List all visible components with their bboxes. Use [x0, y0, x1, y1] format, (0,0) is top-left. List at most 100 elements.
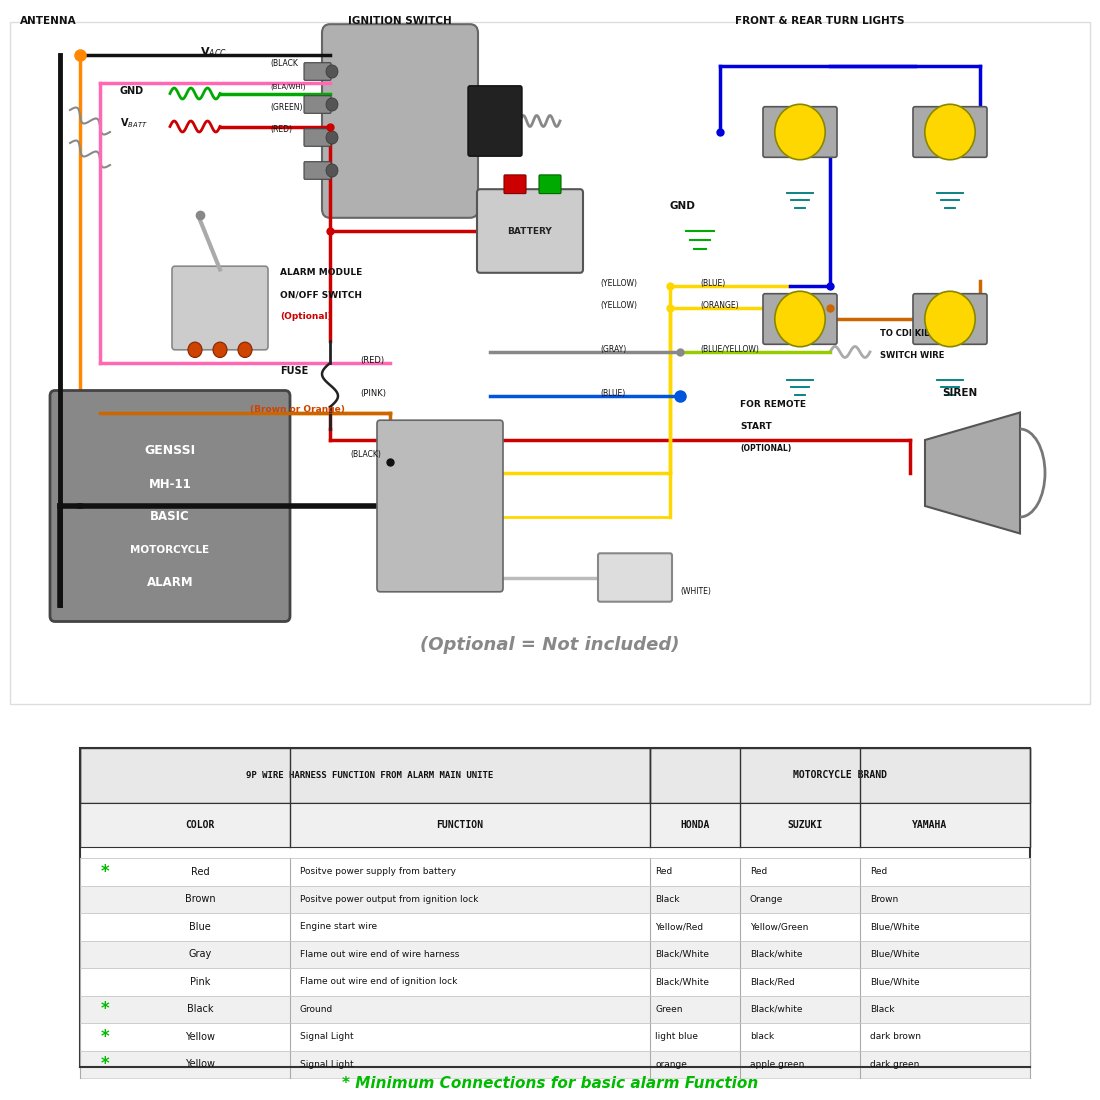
FancyBboxPatch shape [80, 748, 650, 803]
Text: V$_{BATT}$: V$_{BATT}$ [120, 117, 147, 130]
Text: Blue/White: Blue/White [870, 977, 920, 987]
Text: light blue: light blue [654, 1032, 698, 1042]
Text: Engine start wire: Engine start wire [300, 922, 377, 932]
FancyBboxPatch shape [10, 22, 1090, 704]
FancyBboxPatch shape [304, 162, 331, 179]
FancyBboxPatch shape [650, 748, 1030, 803]
Text: FOR REMOTE: FOR REMOTE [740, 400, 806, 409]
Text: *: * [101, 1055, 109, 1074]
Text: dark green: dark green [870, 1059, 920, 1069]
FancyBboxPatch shape [80, 803, 1030, 847]
FancyBboxPatch shape [80, 1023, 1030, 1050]
Text: SIREN: SIREN [943, 388, 978, 398]
Text: MOTORCYCLE BRAND: MOTORCYCLE BRAND [793, 770, 887, 781]
Text: (ORANGE): (ORANGE) [700, 301, 738, 310]
Text: (PINK): (PINK) [360, 389, 386, 398]
Text: orange: orange [654, 1059, 686, 1069]
Text: *: * [101, 862, 109, 881]
Text: IGNITION SWITCH: IGNITION SWITCH [348, 16, 452, 26]
Text: Yellow: Yellow [185, 1059, 214, 1069]
Text: (BLACK: (BLACK [270, 59, 298, 68]
Text: Red: Red [750, 867, 768, 877]
Text: BASIC: BASIC [150, 510, 190, 524]
Text: (BLUE/YELLOW): (BLUE/YELLOW) [700, 345, 759, 354]
Text: FUNCTION: FUNCTION [437, 820, 484, 830]
Text: TO CDI KILL: TO CDI KILL [880, 329, 935, 338]
Circle shape [326, 131, 338, 144]
Text: (RED): (RED) [270, 125, 292, 134]
Text: Orange: Orange [750, 894, 783, 904]
Text: (YELLOW): (YELLOW) [600, 301, 637, 310]
FancyBboxPatch shape [50, 390, 290, 622]
FancyBboxPatch shape [763, 294, 837, 344]
FancyBboxPatch shape [913, 107, 987, 157]
Circle shape [238, 342, 252, 358]
Circle shape [326, 164, 338, 177]
Text: SUZUKI: SUZUKI [788, 820, 823, 830]
FancyBboxPatch shape [763, 107, 837, 157]
Text: Brown: Brown [870, 894, 899, 904]
Text: MH-11: MH-11 [148, 477, 191, 491]
FancyBboxPatch shape [598, 553, 672, 602]
FancyBboxPatch shape [468, 86, 522, 156]
Text: FRONT & REAR TURN LIGHTS: FRONT & REAR TURN LIGHTS [735, 16, 904, 26]
Text: (WHITE): (WHITE) [680, 587, 711, 596]
Text: ANTENNA: ANTENNA [20, 16, 77, 26]
Text: (RED): (RED) [360, 356, 384, 365]
Text: (Optional = Not included): (Optional = Not included) [420, 637, 680, 654]
Text: Black: Black [654, 894, 680, 904]
Text: (Optional): (Optional) [280, 312, 332, 321]
Text: (Brown or Orange): (Brown or Orange) [250, 406, 345, 415]
Text: Yellow/Red: Yellow/Red [654, 922, 703, 932]
Text: dark brown: dark brown [870, 1032, 921, 1042]
Text: BATTERY: BATTERY [507, 227, 552, 235]
FancyBboxPatch shape [80, 968, 1030, 996]
FancyBboxPatch shape [377, 420, 503, 592]
FancyBboxPatch shape [304, 129, 331, 146]
FancyBboxPatch shape [504, 175, 526, 194]
Text: START: START [740, 422, 772, 431]
Text: GND: GND [120, 86, 144, 96]
Text: Brown: Brown [185, 894, 216, 904]
Text: Black/White: Black/White [654, 977, 710, 987]
FancyBboxPatch shape [539, 175, 561, 194]
FancyBboxPatch shape [80, 858, 1030, 886]
Circle shape [213, 342, 227, 358]
Text: Red: Red [870, 867, 888, 877]
Text: * Minimum Connections for basic alarm Function: * Minimum Connections for basic alarm Fu… [342, 1076, 758, 1091]
FancyBboxPatch shape [322, 24, 478, 218]
Text: ALARM MODULE: ALARM MODULE [280, 268, 362, 277]
Text: (BLACK): (BLACK) [350, 450, 381, 459]
Text: FUSE: FUSE [280, 366, 308, 376]
FancyBboxPatch shape [304, 96, 331, 113]
Text: MOTORCYCLE: MOTORCYCLE [131, 544, 210, 556]
Text: Yellow/Green: Yellow/Green [750, 922, 808, 932]
Text: (GREEN): (GREEN) [270, 103, 302, 112]
FancyBboxPatch shape [80, 940, 1030, 968]
Text: GND: GND [670, 201, 696, 211]
Text: V$_{ACC}$: V$_{ACC}$ [200, 45, 227, 58]
Text: (YELLOW): (YELLOW) [600, 279, 637, 288]
Text: Black: Black [870, 1004, 894, 1014]
Circle shape [925, 292, 976, 346]
Text: Blue/White: Blue/White [870, 922, 920, 932]
Text: Pink: Pink [190, 977, 210, 987]
Text: Red: Red [654, 867, 672, 877]
Text: (OPTIONAL): (OPTIONAL) [740, 444, 791, 453]
Text: *: * [101, 1000, 109, 1019]
Text: ALARM: ALARM [146, 576, 194, 590]
Text: Flame out wire end of ignition lock: Flame out wire end of ignition lock [300, 977, 458, 987]
Text: Black/white: Black/white [750, 1004, 803, 1014]
Text: (BLUE): (BLUE) [700, 279, 725, 288]
Text: 9P WIRE HARNESS FUNCTION FROM ALARM MAIN UNITE: 9P WIRE HARNESS FUNCTION FROM ALARM MAIN… [246, 771, 494, 780]
FancyBboxPatch shape [913, 294, 987, 344]
Text: COLOR: COLOR [185, 820, 214, 830]
Text: Blue/White: Blue/White [870, 949, 920, 959]
Text: (BLA/WHI): (BLA/WHI) [270, 82, 306, 89]
Text: Positve power output from ignition lock: Positve power output from ignition lock [300, 894, 478, 904]
Text: Signal Light: Signal Light [300, 1059, 353, 1069]
Text: Black: Black [187, 1004, 213, 1014]
FancyBboxPatch shape [80, 913, 1030, 940]
FancyBboxPatch shape [304, 63, 331, 80]
Text: Black/white: Black/white [750, 949, 803, 959]
